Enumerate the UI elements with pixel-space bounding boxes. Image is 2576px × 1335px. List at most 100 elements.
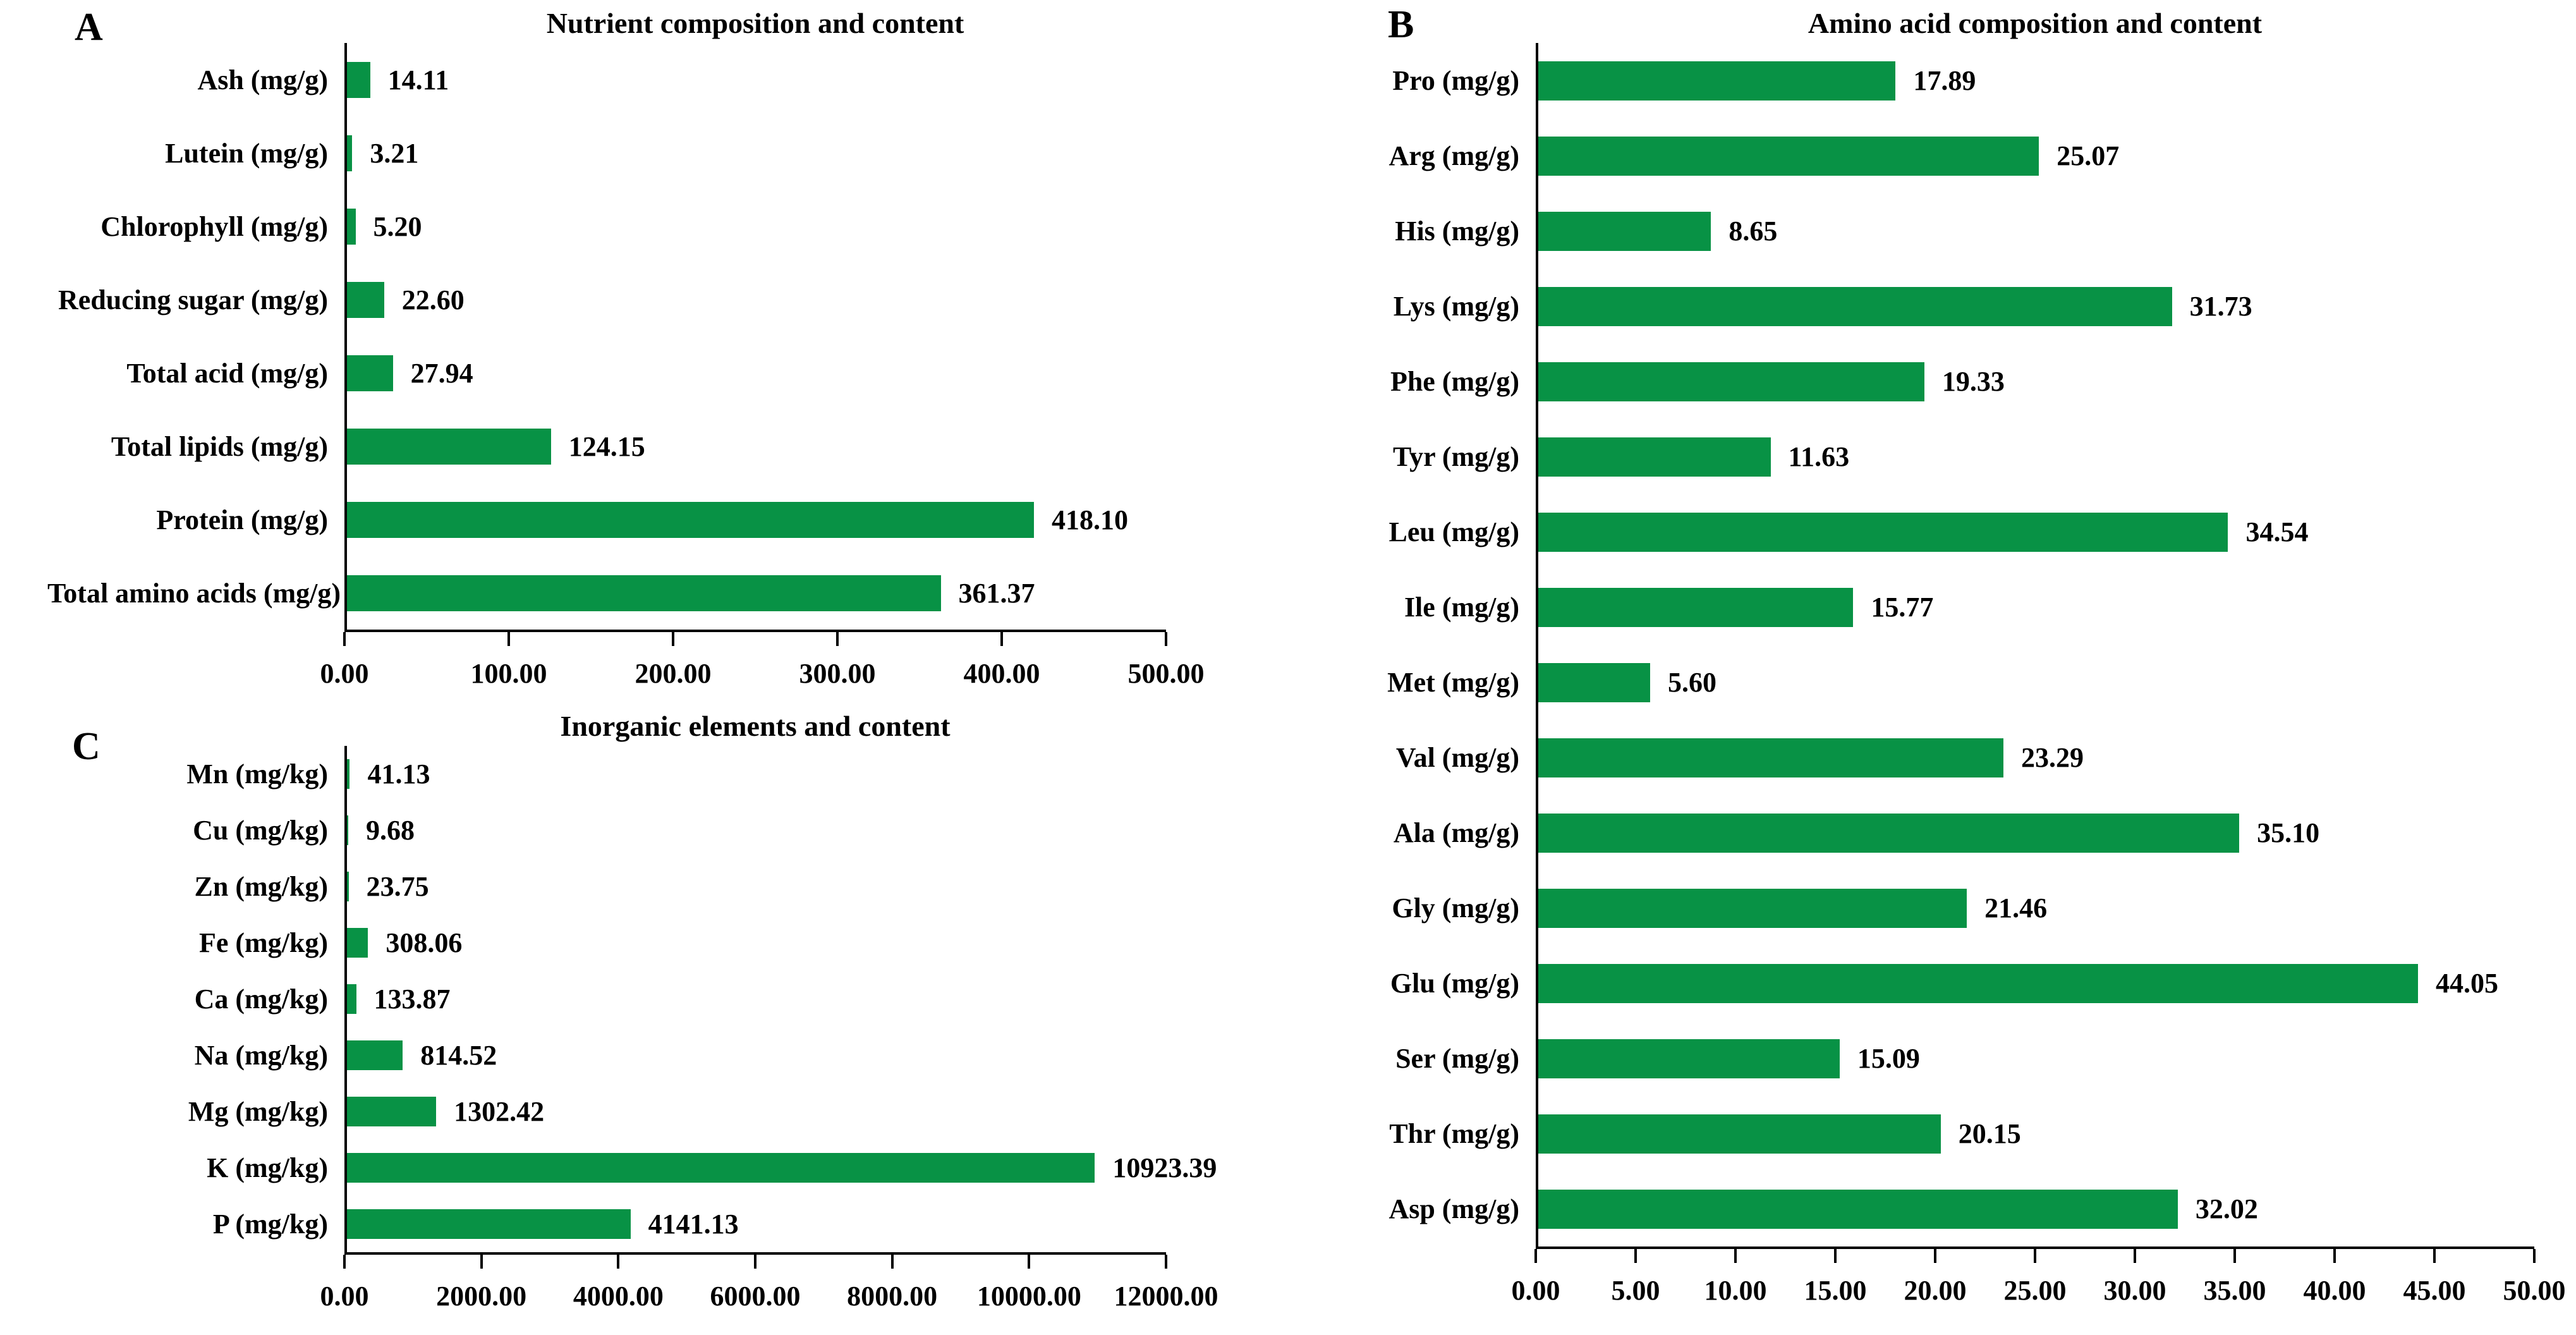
bar-row: Lys (mg/g) 31.73: [1346, 269, 2566, 344]
bar-row: Mg (mg/kg) 1302.42: [47, 1083, 1248, 1140]
axis-tick-label: 100.00: [470, 658, 547, 689]
axis-tick-label: 10000.00: [976, 1281, 1081, 1312]
bar-value-label: 21.46: [1984, 893, 2048, 924]
bar-value-label: 31.73: [2189, 291, 2252, 322]
bar: [347, 355, 393, 391]
category-label: Mg (mg/kg): [188, 1096, 328, 1127]
bar-value-label: 418.10: [1052, 504, 1129, 535]
axis-tick: [836, 632, 839, 646]
bar-value-label: 22.60: [401, 284, 465, 315]
bar-track: 19.33: [1536, 344, 2537, 419]
bar-value-label: 19.33: [1941, 366, 2005, 397]
bar-value-label: 32.02: [2195, 1193, 2258, 1224]
bar-value-label: 11.63: [1788, 441, 1850, 472]
bar-track: 8.65: [1536, 193, 2537, 269]
bar-value-label: 1302.42: [454, 1096, 545, 1127]
bar-row: Mn (mg/kg) 41.13: [47, 746, 1248, 802]
category-label: Leu (mg/g): [1388, 516, 1519, 547]
category-label: Fe (mg/kg): [198, 927, 328, 958]
bar: [1538, 888, 1967, 928]
category-label: P (mg/kg): [212, 1209, 328, 1240]
bar-value-label: 35.10: [2257, 817, 2320, 848]
bar-track: 133.87: [344, 971, 1169, 1027]
bar: [347, 1209, 631, 1239]
axis-tick: [754, 1255, 756, 1269]
axis-tick-label: 20.00: [1904, 1275, 1967, 1306]
bar: [347, 1040, 403, 1070]
bar-track: 25.07: [1536, 118, 2537, 193]
bar: [1538, 963, 2418, 1003]
axis-tick-label: 4000.00: [573, 1281, 664, 1312]
bar-track: 15.77: [1536, 570, 2537, 645]
bar-row: Pro (mg/g) 17.89: [1346, 43, 2566, 118]
axis-tick-label: 50.00: [2503, 1275, 2566, 1306]
bar-value-label: 34.54: [2245, 516, 2309, 547]
category-label: Phe (mg/g): [1390, 366, 1519, 397]
bar-row: Total acid (mg/g) 27.94: [47, 336, 1248, 410]
bar-track: 21.46: [1536, 870, 2537, 946]
axis-tick: [1000, 632, 1003, 646]
bar-track: 5.20: [344, 190, 1169, 263]
category-label: Cu (mg/kg): [193, 815, 328, 846]
bar: [1538, 512, 2228, 552]
bar-value-label: 124.15: [568, 430, 645, 462]
bar-row: Glu (mg/g) 44.05: [1346, 946, 2566, 1021]
category-label: Arg (mg/g): [1388, 140, 1520, 171]
category-label: Ca (mg/kg): [194, 984, 328, 1015]
bar-row: Lutein (mg/g) 3.21: [47, 116, 1248, 190]
category-label: Asp (mg/g): [1388, 1193, 1519, 1224]
bar: [1538, 1189, 2178, 1229]
bar: [1538, 1114, 1941, 1154]
category-label: Mn (mg/kg): [186, 759, 328, 789]
axis-tick: [2134, 1249, 2136, 1263]
bar-row: Chlorophyll (mg/g) 5.20: [47, 190, 1248, 263]
axis-tick: [1534, 1249, 1537, 1263]
category-label: Ala (mg/g): [1393, 817, 1519, 848]
bar-row: Na (mg/kg) 814.52: [47, 1027, 1248, 1083]
bar: [1538, 437, 1771, 477]
axis-tick-label: 0.00: [1511, 1275, 1560, 1306]
x-axis-tick-labels: 0.00 100.00 200.00 300.00 400.00 500.00: [320, 649, 1205, 694]
bar-row: Cu (mg/kg) 9.68: [47, 802, 1248, 858]
axis-tick: [1834, 1249, 1837, 1263]
bar-row: Zn (mg/kg) 23.75: [47, 858, 1248, 915]
bar-track: 41.13: [344, 746, 1169, 802]
bar: [347, 208, 356, 245]
bar-value-label: 361.37: [958, 577, 1035, 609]
bar-row: Total lipids (mg/g) 124.15: [47, 410, 1248, 483]
bar-row: Ser (mg/g) 15.09: [1346, 1021, 2566, 1096]
bar: [1538, 1039, 1840, 1078]
axis-tick: [1734, 1249, 1737, 1263]
bar-track: 17.89: [1536, 43, 2537, 118]
axis-tick: [890, 1255, 894, 1269]
bar: [347, 135, 353, 171]
x-axis: [1534, 1247, 2536, 1265]
axis-tick-label: 30.00: [2103, 1275, 2166, 1306]
bar-track: 814.52: [344, 1027, 1169, 1083]
bar-track: 31.73: [1536, 269, 2537, 344]
bar-value-label: 3.21: [370, 137, 419, 169]
bar-value-label: 10923.39: [1112, 1152, 1217, 1183]
bar-track: 308.06: [344, 915, 1169, 971]
axis-tick: [2034, 1249, 2036, 1263]
panel-letter-b: B: [1388, 3, 1414, 46]
bar-row: Fe (mg/kg) 308.06: [47, 915, 1248, 971]
category-label: Total amino acids (mg/g): [47, 577, 341, 609]
bar-row: P (mg/kg) 4141.13: [47, 1196, 1248, 1252]
category-label: Pro (mg/g): [1392, 65, 1519, 96]
bar: [1538, 211, 1711, 251]
axis-tick: [1165, 632, 1167, 646]
axis-tick-label: 400.00: [963, 658, 1040, 689]
axis-tick-label: 25.00: [2003, 1275, 2067, 1306]
axis-tick: [1165, 1255, 1167, 1269]
bar-row: Ala (mg/g) 35.10: [1346, 795, 2566, 870]
axis-tick-label: 0.00: [320, 658, 369, 689]
bar-track: 27.94: [344, 336, 1169, 410]
axis-tick-label: 10.00: [1704, 1275, 1767, 1306]
bar: [347, 428, 551, 465]
bar: [347, 872, 349, 901]
bar: [347, 61, 370, 98]
axis-tick-label: 0.00: [320, 1281, 369, 1312]
axis-tick-label: 35.00: [2203, 1275, 2266, 1306]
panel-letter-a: A: [75, 6, 103, 49]
